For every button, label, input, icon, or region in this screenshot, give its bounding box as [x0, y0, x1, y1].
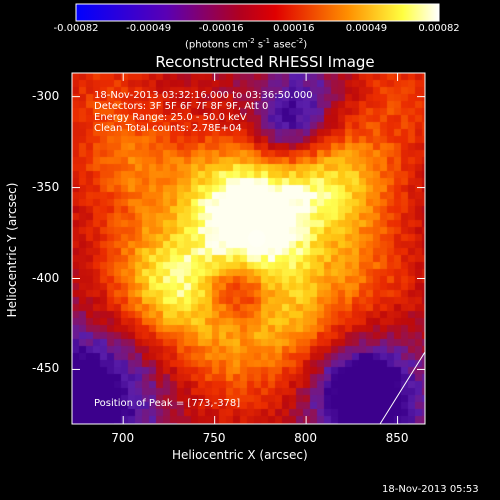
- x-tick-label: 850: [385, 431, 409, 445]
- y-tick-label: -450: [32, 361, 60, 376]
- y-tick-label: -400: [32, 270, 60, 285]
- annotation-clean: Clean Total counts: 2.78E+04: [94, 123, 242, 134]
- colorbar-tick-label: -0.00016: [198, 23, 244, 34]
- colorbar-units: (photons cm-2 s-1 asec-2): [185, 37, 308, 51]
- colorbar-tick-label: -0.00049: [126, 23, 172, 34]
- x-tick-label: 700: [111, 431, 135, 445]
- annotation-peak: Position of Peak = [773,-378]: [94, 398, 241, 409]
- colorbar-tick-label: -0.00082: [53, 23, 99, 34]
- colorbar-tick-label: 0.00049: [345, 23, 388, 34]
- colorbar-tick-label: 0.00016: [273, 23, 315, 34]
- annotation-energy: Energy Range: 25.0 - 50.0 keV: [94, 112, 247, 123]
- x-tick-label: 750: [202, 431, 226, 445]
- y-axis-label: Heliocentric Y (arcsec): [5, 182, 19, 318]
- heatmap-image: [72, 73, 425, 424]
- y-tick-label: -350: [32, 179, 60, 194]
- colorbar: [75, 3, 440, 22]
- annotation-time-range: 18-Nov-2013 03:32:16.000 to 03:36:50.000: [94, 90, 313, 101]
- plot-timestamp: 18-Nov-2013 05:53: [382, 484, 479, 495]
- colorbar-tick-label: 0.00082: [418, 23, 460, 34]
- annotation-detectors: Detectors: 3F 5F 6F 7F 8F 9F, Att 0: [94, 101, 269, 112]
- x-axis-label: Heliocentric X (arcsec): [172, 448, 308, 462]
- chart-title: Reconstructed RHESSI Image: [155, 53, 375, 71]
- limb-line: [379, 351, 426, 425]
- y-tick-label: -300: [32, 88, 60, 103]
- x-tick-label: 800: [294, 431, 318, 445]
